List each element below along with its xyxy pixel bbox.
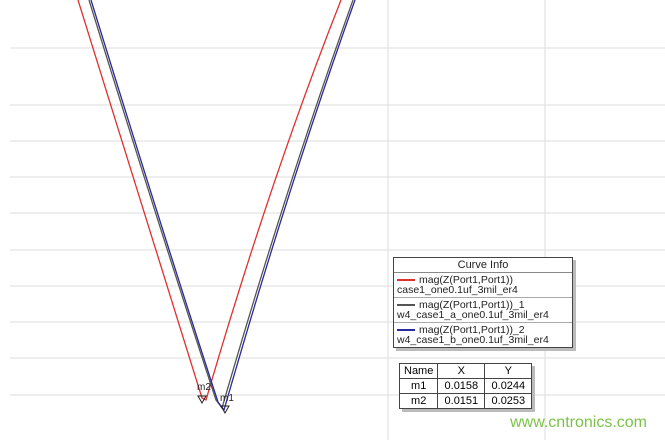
series-line-3 [90, 0, 356, 412]
header-name: Name [398, 363, 439, 379]
marker-triangle [197, 395, 207, 405]
header-y: Y [484, 363, 533, 379]
curve-info-legend: Curve Info mag(Z(Port1,Port1)) case1_one0… [393, 257, 573, 348]
legend-swatch [397, 279, 415, 282]
legend-series-name: mag(Z(Port1,Port1)) [419, 274, 513, 286]
marker-label: m1 [220, 393, 234, 404]
legend-series-name: mag(Z(Port1,Port1))_2 [419, 324, 525, 336]
marker-table: Name X Y m1 0.0158 0.0244 m2 0.0151 0.0253 [398, 363, 533, 409]
cell: 0.0151 [437, 393, 486, 409]
legend-item: mag(Z(Port1,Port1))_1 w4_case1_a_one0.1uf… [394, 298, 572, 323]
series-line-1 [77, 0, 342, 401]
legend-swatch [397, 304, 415, 307]
legend-title: Curve Info [394, 258, 572, 273]
cell: 0.0158 [437, 378, 486, 394]
table-row: m2 0.0151 0.0253 [398, 393, 533, 409]
cell: m1 [398, 378, 439, 394]
cell: 0.0253 [484, 393, 533, 409]
legend-swatch [397, 329, 415, 332]
marker-label: m2 [197, 382, 211, 393]
legend-item: mag(Z(Port1,Port1)) case1_one0.1uf_3mil_e… [394, 273, 572, 298]
legend-item: mag(Z(Port1,Port1))_2 w4_case1_b_one0.1uf… [394, 323, 572, 347]
legend-setup: w4_case1_b_one0.1uf_3mil_er4 [397, 334, 549, 346]
cell: m2 [398, 393, 439, 409]
marker-triangle [220, 405, 230, 415]
cell: 0.0244 [484, 378, 533, 394]
legend-setup: case1_one0.1uf_3mil_er4 [397, 284, 518, 296]
legend-series-name: mag(Z(Port1,Port1))_1 [419, 299, 525, 311]
header-x: X [437, 363, 486, 379]
watermark: www.cntronics.com [510, 414, 647, 431]
table-row: m1 0.0158 0.0244 [398, 378, 533, 394]
series-line-2 [88, 0, 354, 410]
legend-setup: w4_case1_a_one0.1uf_3mil_er4 [397, 309, 549, 321]
